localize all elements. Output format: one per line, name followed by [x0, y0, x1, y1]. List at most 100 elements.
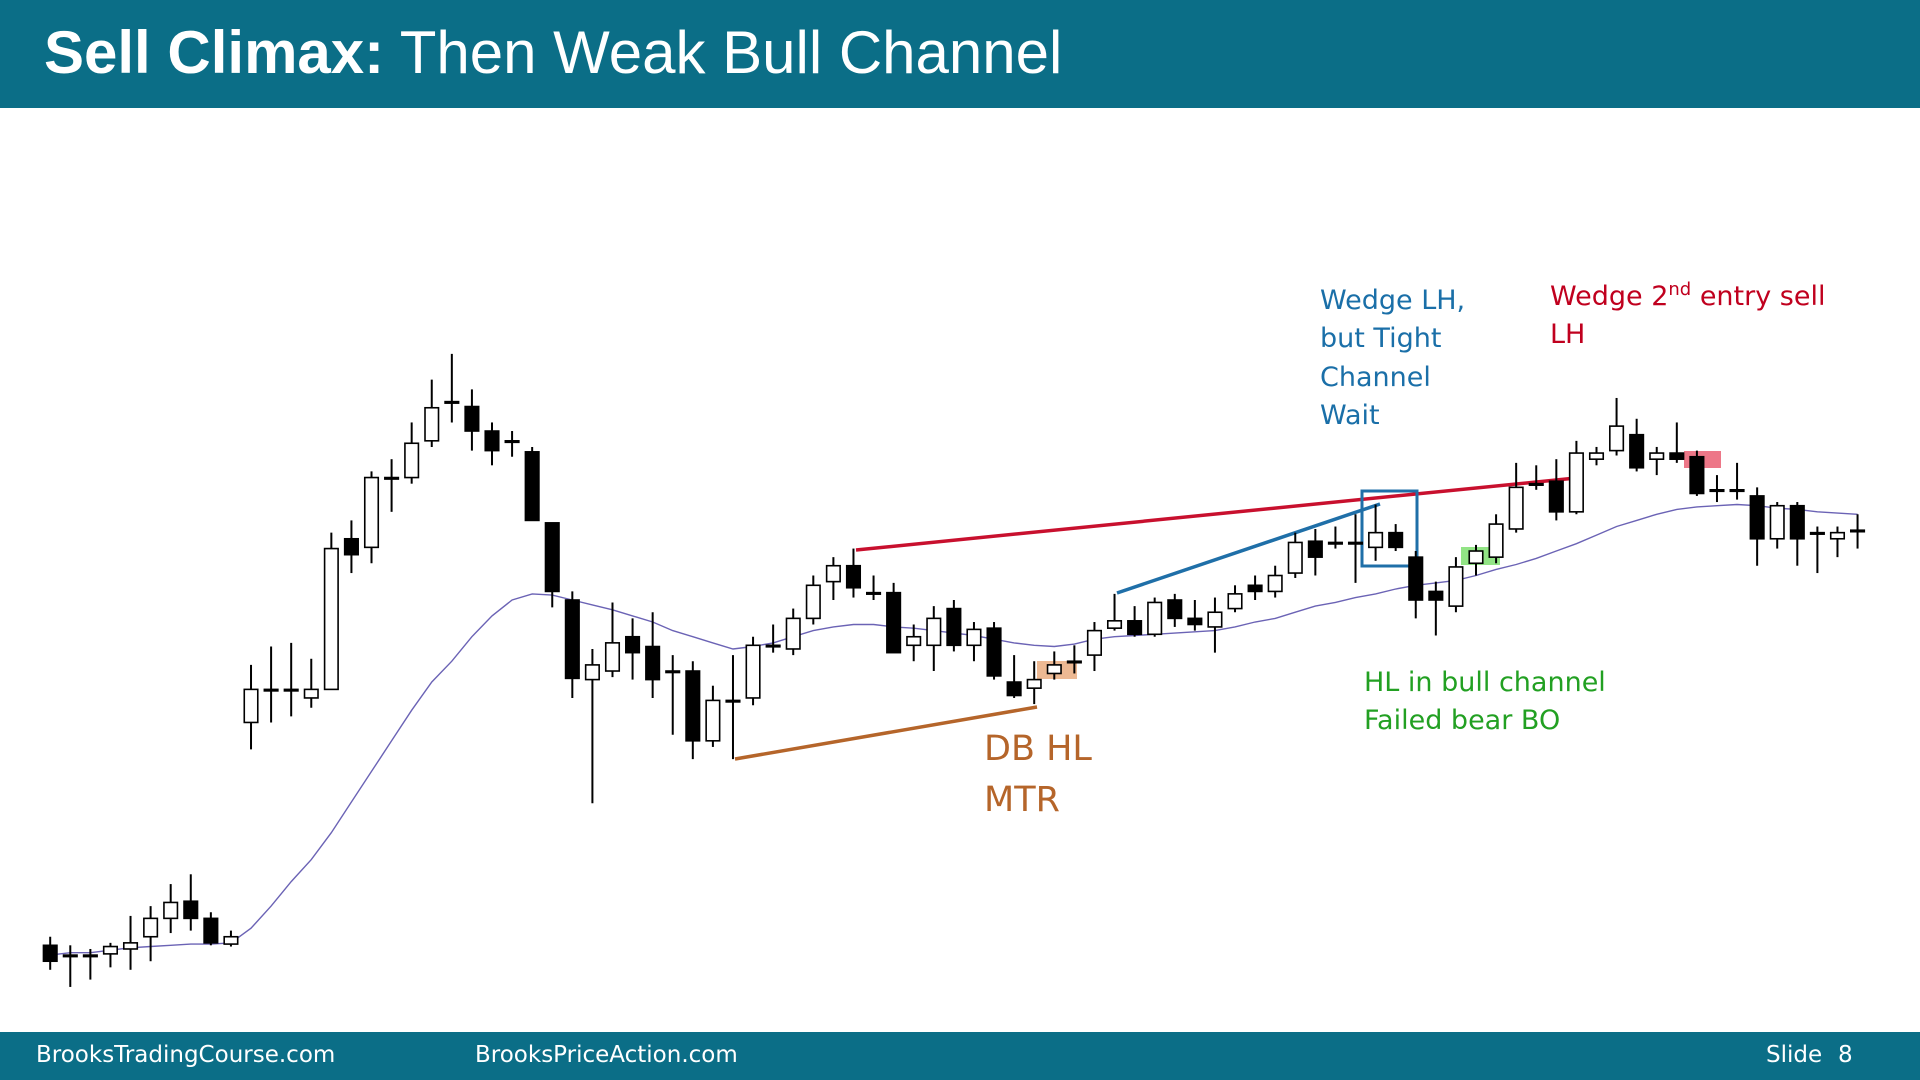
candle-body [1850, 529, 1866, 533]
slide-label: Slide [1766, 1042, 1823, 1068]
candle-body [866, 591, 882, 595]
candle-body [82, 954, 98, 958]
candle-body [1106, 620, 1123, 629]
footer-link: BrooksPriceAction.com [475, 1042, 738, 1068]
note: LH [1550, 319, 1585, 350]
candle-body [745, 644, 761, 699]
candle-body [363, 476, 380, 549]
candle-body [1749, 495, 1765, 540]
candle-body [1267, 574, 1283, 593]
candle-body [645, 645, 661, 681]
candle-body [1548, 480, 1564, 513]
candle-body [604, 642, 621, 672]
candle-body [122, 942, 139, 950]
title-bold: Sell Climax: [44, 19, 385, 86]
note-sup: nd [1668, 279, 1691, 300]
slide-number: 8 [1838, 1042, 1853, 1068]
candle-body [785, 617, 801, 650]
candle-body [725, 699, 741, 703]
candle-body [283, 688, 299, 692]
candle-body [1568, 452, 1584, 513]
chart: Wedge LH, but Tight Channel Wait Wedge 2… [42, 279, 1866, 987]
note: Wedge LH, [1320, 285, 1465, 316]
red-trendline [855, 476, 1577, 552]
candle-body [564, 599, 580, 680]
note: Channel [1320, 362, 1431, 393]
candle-body [1147, 601, 1163, 636]
note: Wedge 2nd entry sell [1550, 279, 1825, 312]
candle-body [303, 688, 319, 699]
candle-body [886, 591, 902, 654]
note: Wait [1320, 400, 1380, 431]
candle-body [584, 664, 600, 681]
candle-body [1167, 599, 1183, 620]
candle-body [1066, 660, 1082, 664]
candle-body [1287, 541, 1303, 574]
note: entry sell [1691, 281, 1825, 312]
candle-body [1468, 550, 1484, 565]
candle-body [42, 944, 58, 963]
candle-body [1207, 611, 1223, 628]
candle-body [62, 954, 78, 958]
candle-body [524, 451, 540, 522]
candle-body [845, 564, 862, 589]
candle-body [1629, 433, 1645, 469]
candle-body [1428, 590, 1444, 601]
note: but Tight [1320, 323, 1441, 354]
candle-body [1609, 425, 1625, 452]
note: HL in bull channel [1364, 667, 1606, 698]
candle-body [765, 644, 781, 648]
candle-body [1388, 531, 1404, 549]
candle-body [966, 628, 982, 647]
candle-body [263, 688, 279, 692]
candle-body [906, 635, 922, 647]
candle-body [404, 442, 420, 479]
brown-trendline [734, 705, 1038, 761]
candle-body [1247, 584, 1263, 593]
note: MTR [984, 780, 1060, 820]
candle-body [1026, 678, 1042, 689]
candle-body [1829, 531, 1846, 540]
candle-body [343, 537, 359, 556]
candle-body [1789, 504, 1805, 540]
candle-body [1488, 523, 1504, 558]
candle-body [926, 617, 942, 647]
candle-body [464, 405, 480, 432]
candle-body [946, 607, 962, 647]
candle-body [323, 547, 339, 691]
candle-body [183, 900, 199, 920]
wedge-box [1360, 489, 1419, 568]
candle-body [1769, 504, 1785, 540]
candle-body [143, 917, 159, 938]
candle-body [223, 935, 239, 945]
candle-body [1307, 540, 1323, 558]
blue-trendline [1116, 502, 1381, 595]
candle-body [625, 635, 641, 654]
title: Sell Climax: Then Weak Bull Channel [44, 18, 1062, 87]
candle-body [1729, 488, 1745, 493]
candle-body [1588, 452, 1605, 460]
candle-body [424, 406, 440, 442]
candle-body [825, 564, 841, 583]
candle-body [1127, 620, 1143, 636]
candle-body [1227, 593, 1243, 610]
candle-body [1448, 566, 1464, 607]
candle-body [1709, 488, 1725, 493]
footer-bar: BrooksTradingCourse.com BrooksPriceActio… [0, 1032, 1920, 1080]
candle-body [1809, 531, 1825, 535]
candle-body [444, 400, 460, 404]
candle-body [102, 945, 118, 955]
title-bar: Sell Climax: Then Weak Bull Channel [0, 0, 1920, 108]
candle-body [685, 670, 701, 742]
note: DB HL [984, 729, 1092, 769]
candle-body [163, 901, 179, 920]
note: Wedge 2 [1550, 281, 1668, 312]
candle-body [1086, 629, 1102, 656]
candle-body [986, 627, 1002, 677]
candle-body [805, 584, 821, 620]
title-rest: Then Weak Bull Channel [384, 19, 1063, 86]
candles [42, 353, 1866, 987]
candle-body [1408, 556, 1424, 601]
candle-body [504, 440, 520, 444]
